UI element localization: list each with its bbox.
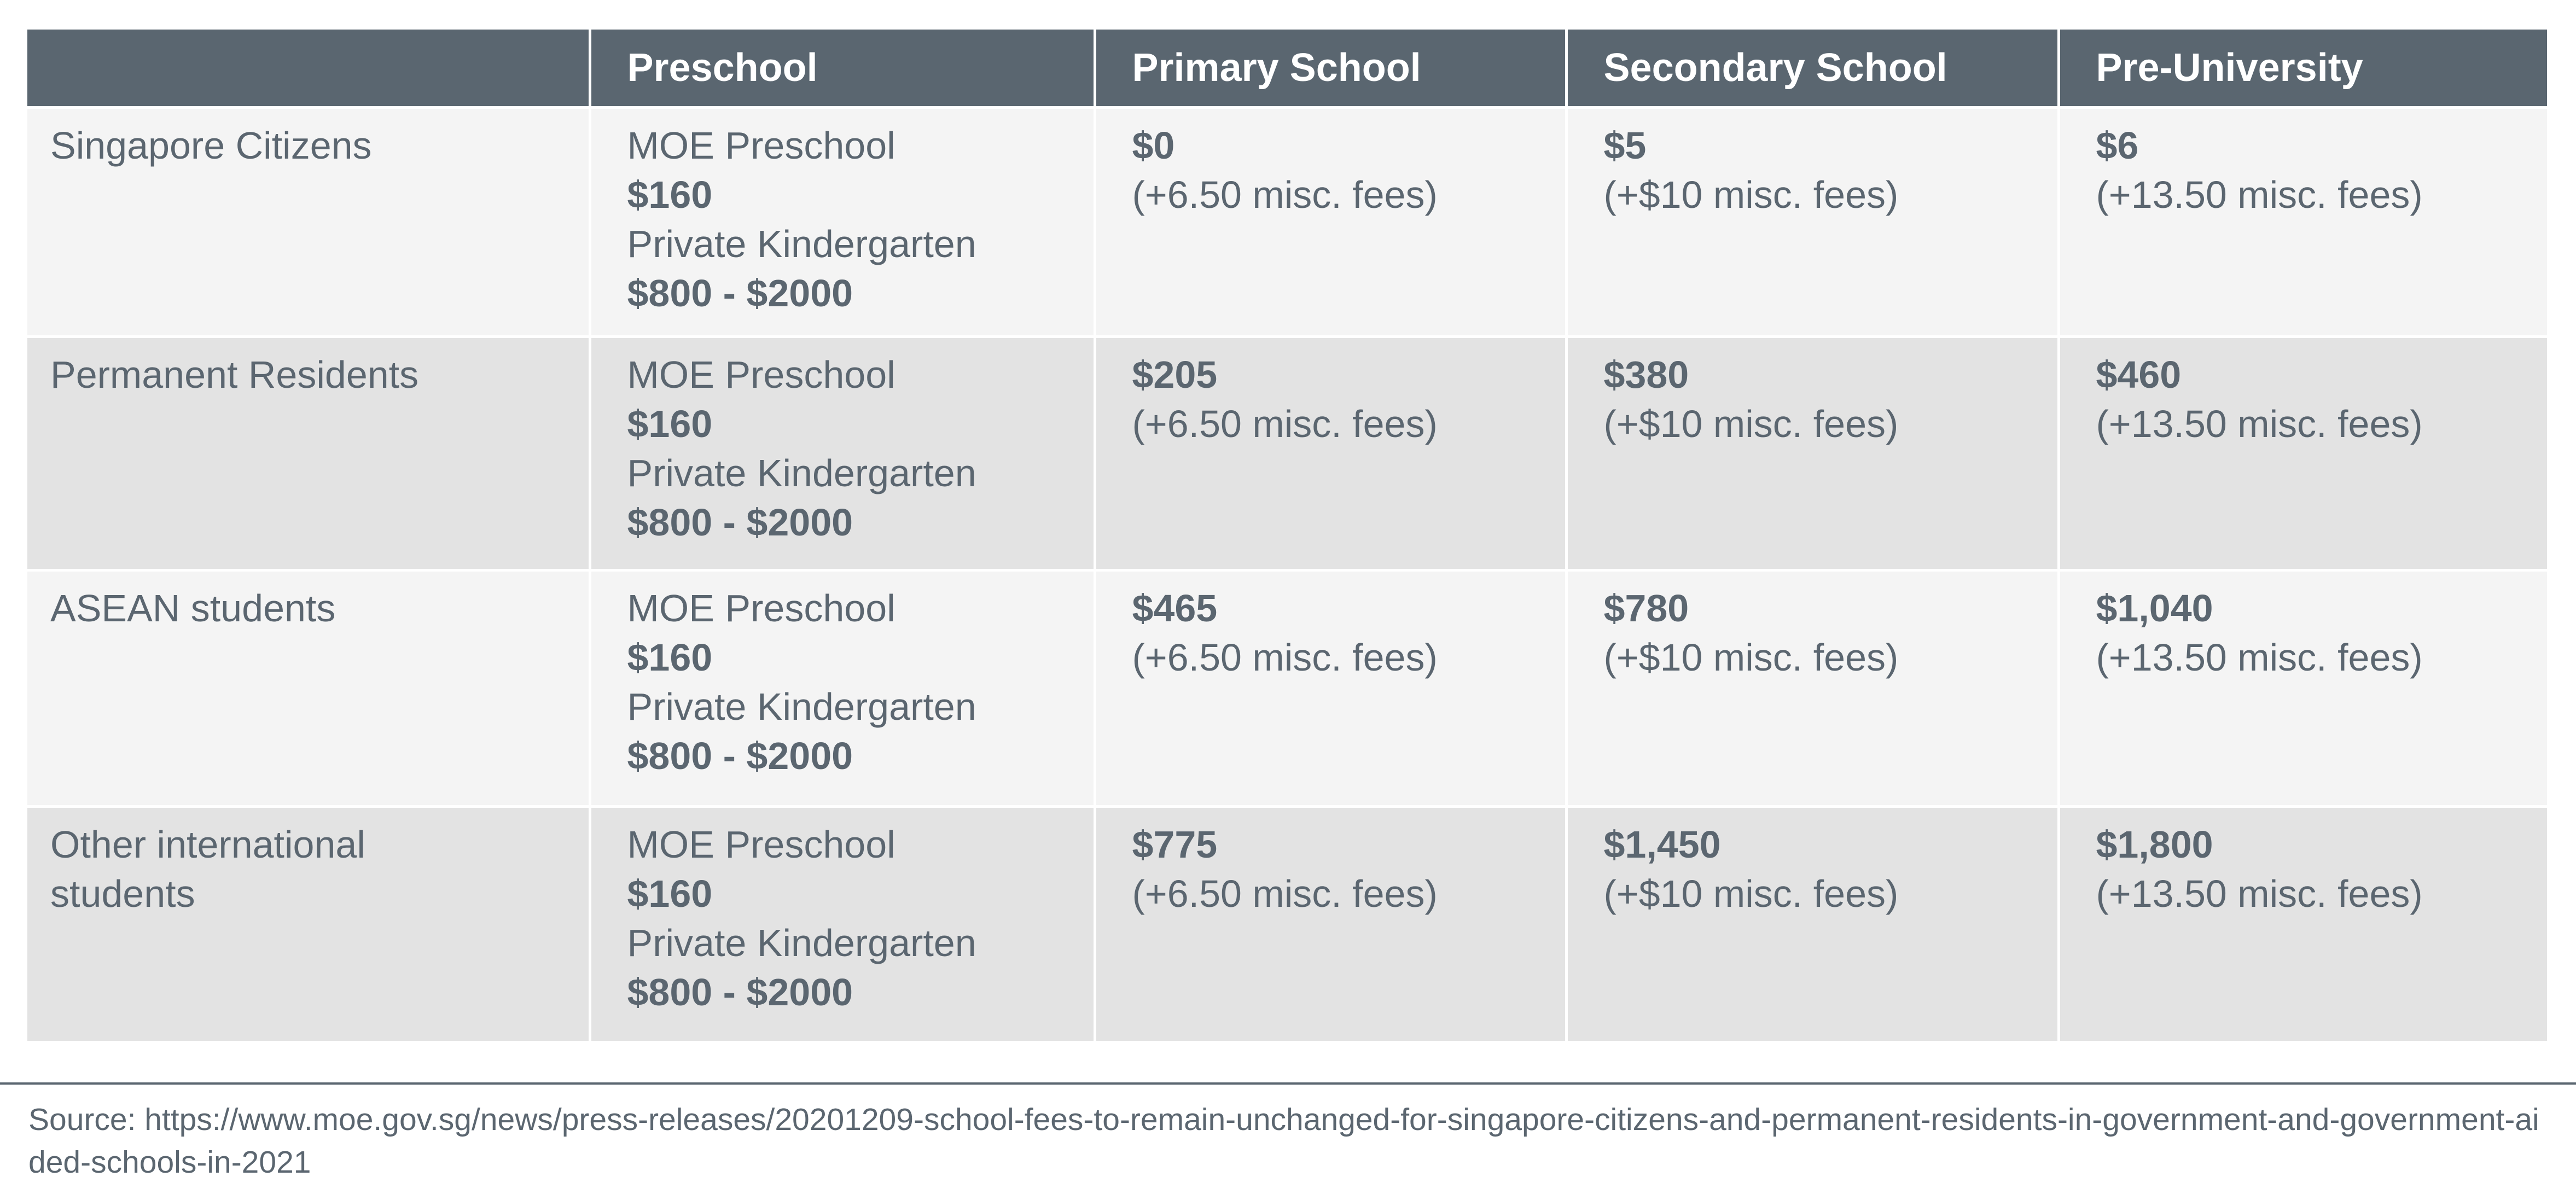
secondary-school-cell: $780 (+$10 misc. fees) <box>1566 569 2060 807</box>
preschool-cell: MOE Preschool $160 Private Kindergarten … <box>590 569 1096 807</box>
primary-misc-fees: (+6.50 misc. fees) <box>1132 403 1438 445</box>
primary-fee: $205 <box>1132 353 1218 396</box>
secondary-fee: $1,450 <box>1603 823 1721 866</box>
private-kindergarten-fee: $800 - $2000 <box>627 971 853 1013</box>
pre-university-cell: $1,040 (+13.50 misc. fees) <box>2059 569 2547 807</box>
row-label-cell: Other international students <box>27 805 591 1041</box>
primary-misc-fees: (+6.50 misc. fees) <box>1132 872 1438 915</box>
row-label: Other international students <box>50 823 365 915</box>
header-row: Preschool Primary School Secondary Schoo… <box>27 30 2547 108</box>
primary-fee: $465 <box>1132 587 1218 630</box>
header-pre-university: Pre-University <box>2059 30 2547 108</box>
pre-university-cell: $460 (+13.50 misc. fees) <box>2059 335 2547 570</box>
private-kindergarten-label: Private Kindergarten <box>627 452 976 494</box>
preschool-cell: MOE Preschool $160 Private Kindergarten … <box>590 106 1096 337</box>
header-preschool: Preschool <box>590 30 1096 108</box>
pre-university-fee: $6 <box>2096 124 2139 167</box>
moe-preschool-label: MOE Preschool <box>627 587 896 630</box>
pre-university-misc-fees: (+13.50 misc. fees) <box>2096 173 2423 216</box>
private-kindergarten-label: Private Kindergarten <box>627 223 976 265</box>
primary-misc-fees: (+6.50 misc. fees) <box>1132 636 1438 679</box>
pre-university-misc-fees: (+13.50 misc. fees) <box>2096 872 2423 915</box>
header-empty-cell <box>27 30 591 108</box>
row-label-cell: Singapore Citizens <box>27 106 591 337</box>
pre-university-fee: $1,800 <box>2096 823 2213 866</box>
primary-school-cell: $465 (+6.50 misc. fees) <box>1095 569 1568 807</box>
secondary-fee: $780 <box>1603 587 1689 630</box>
primary-fee: $775 <box>1132 823 1218 866</box>
moe-preschool-fee: $160 <box>627 636 713 679</box>
row-label-cell: Permanent Residents <box>27 335 591 570</box>
moe-preschool-label: MOE Preschool <box>627 823 896 866</box>
table-row: Other international students MOE Prescho… <box>27 805 2547 1041</box>
primary-fee: $0 <box>1132 124 1175 167</box>
row-label-cell: ASEAN students <box>27 569 591 807</box>
pre-university-misc-fees: (+13.50 misc. fees) <box>2096 636 2423 679</box>
source-note: Source: https://www.moe.gov.sg/news/pres… <box>28 1102 2539 1180</box>
moe-preschool-label: MOE Preschool <box>627 124 896 167</box>
private-kindergarten-fee: $800 - $2000 <box>627 735 853 777</box>
primary-misc-fees: (+6.50 misc. fees) <box>1132 173 1438 216</box>
header-primary-school: Primary School <box>1095 30 1568 108</box>
source-divider <box>0 1082 2576 1085</box>
pre-university-fee: $1,040 <box>2096 587 2213 630</box>
secondary-fee: $380 <box>1603 353 1689 396</box>
table-row: Permanent Residents MOE Preschool $160 P… <box>27 335 2547 570</box>
pre-university-fee: $460 <box>2096 353 2182 396</box>
row-label: Singapore Citizens <box>50 124 372 167</box>
primary-school-cell: $205 (+6.50 misc. fees) <box>1095 335 1568 570</box>
table-body: Singapore Citizens MOE Preschool $160 Pr… <box>27 106 2547 1041</box>
pre-university-misc-fees: (+13.50 misc. fees) <box>2096 403 2423 445</box>
preschool-cell: MOE Preschool $160 Private Kindergarten … <box>590 335 1096 570</box>
moe-preschool-fee: $160 <box>627 173 713 216</box>
preschool-cell: MOE Preschool $160 Private Kindergarten … <box>590 805 1096 1041</box>
secondary-misc-fees: (+$10 misc. fees) <box>1603 173 1899 216</box>
moe-preschool-fee: $160 <box>627 872 713 915</box>
secondary-misc-fees: (+$10 misc. fees) <box>1603 872 1899 915</box>
secondary-school-cell: $380 (+$10 misc. fees) <box>1566 335 2060 570</box>
private-kindergarten-fee: $800 - $2000 <box>627 501 853 544</box>
pre-university-cell: $6 (+13.50 misc. fees) <box>2059 106 2547 337</box>
primary-school-cell: $775 (+6.50 misc. fees) <box>1095 805 1568 1041</box>
row-label: Permanent Residents <box>50 353 419 396</box>
table-row: Singapore Citizens MOE Preschool $160 Pr… <box>27 106 2547 337</box>
moe-preschool-fee: $160 <box>627 403 713 445</box>
secondary-school-cell: $5 (+$10 misc. fees) <box>1566 106 2060 337</box>
table-row: ASEAN students MOE Preschool $160 Privat… <box>27 569 2547 807</box>
row-label: ASEAN students <box>50 587 336 630</box>
private-kindergarten-fee: $800 - $2000 <box>627 272 853 314</box>
private-kindergarten-label: Private Kindergarten <box>627 922 976 964</box>
private-kindergarten-label: Private Kindergarten <box>627 685 976 728</box>
secondary-misc-fees: (+$10 misc. fees) <box>1603 636 1899 679</box>
secondary-fee: $5 <box>1603 124 1647 167</box>
secondary-school-cell: $1,450 (+$10 misc. fees) <box>1566 805 2060 1041</box>
header-secondary-school: Secondary School <box>1566 30 2060 108</box>
school-fees-table: Preschool Primary School Secondary Schoo… <box>27 30 2547 1041</box>
table-header: Preschool Primary School Secondary Schoo… <box>27 30 2547 108</box>
secondary-misc-fees: (+$10 misc. fees) <box>1603 403 1899 445</box>
pre-university-cell: $1,800 (+13.50 misc. fees) <box>2059 805 2547 1041</box>
primary-school-cell: $0 (+6.50 misc. fees) <box>1095 106 1568 337</box>
moe-preschool-label: MOE Preschool <box>627 353 896 396</box>
